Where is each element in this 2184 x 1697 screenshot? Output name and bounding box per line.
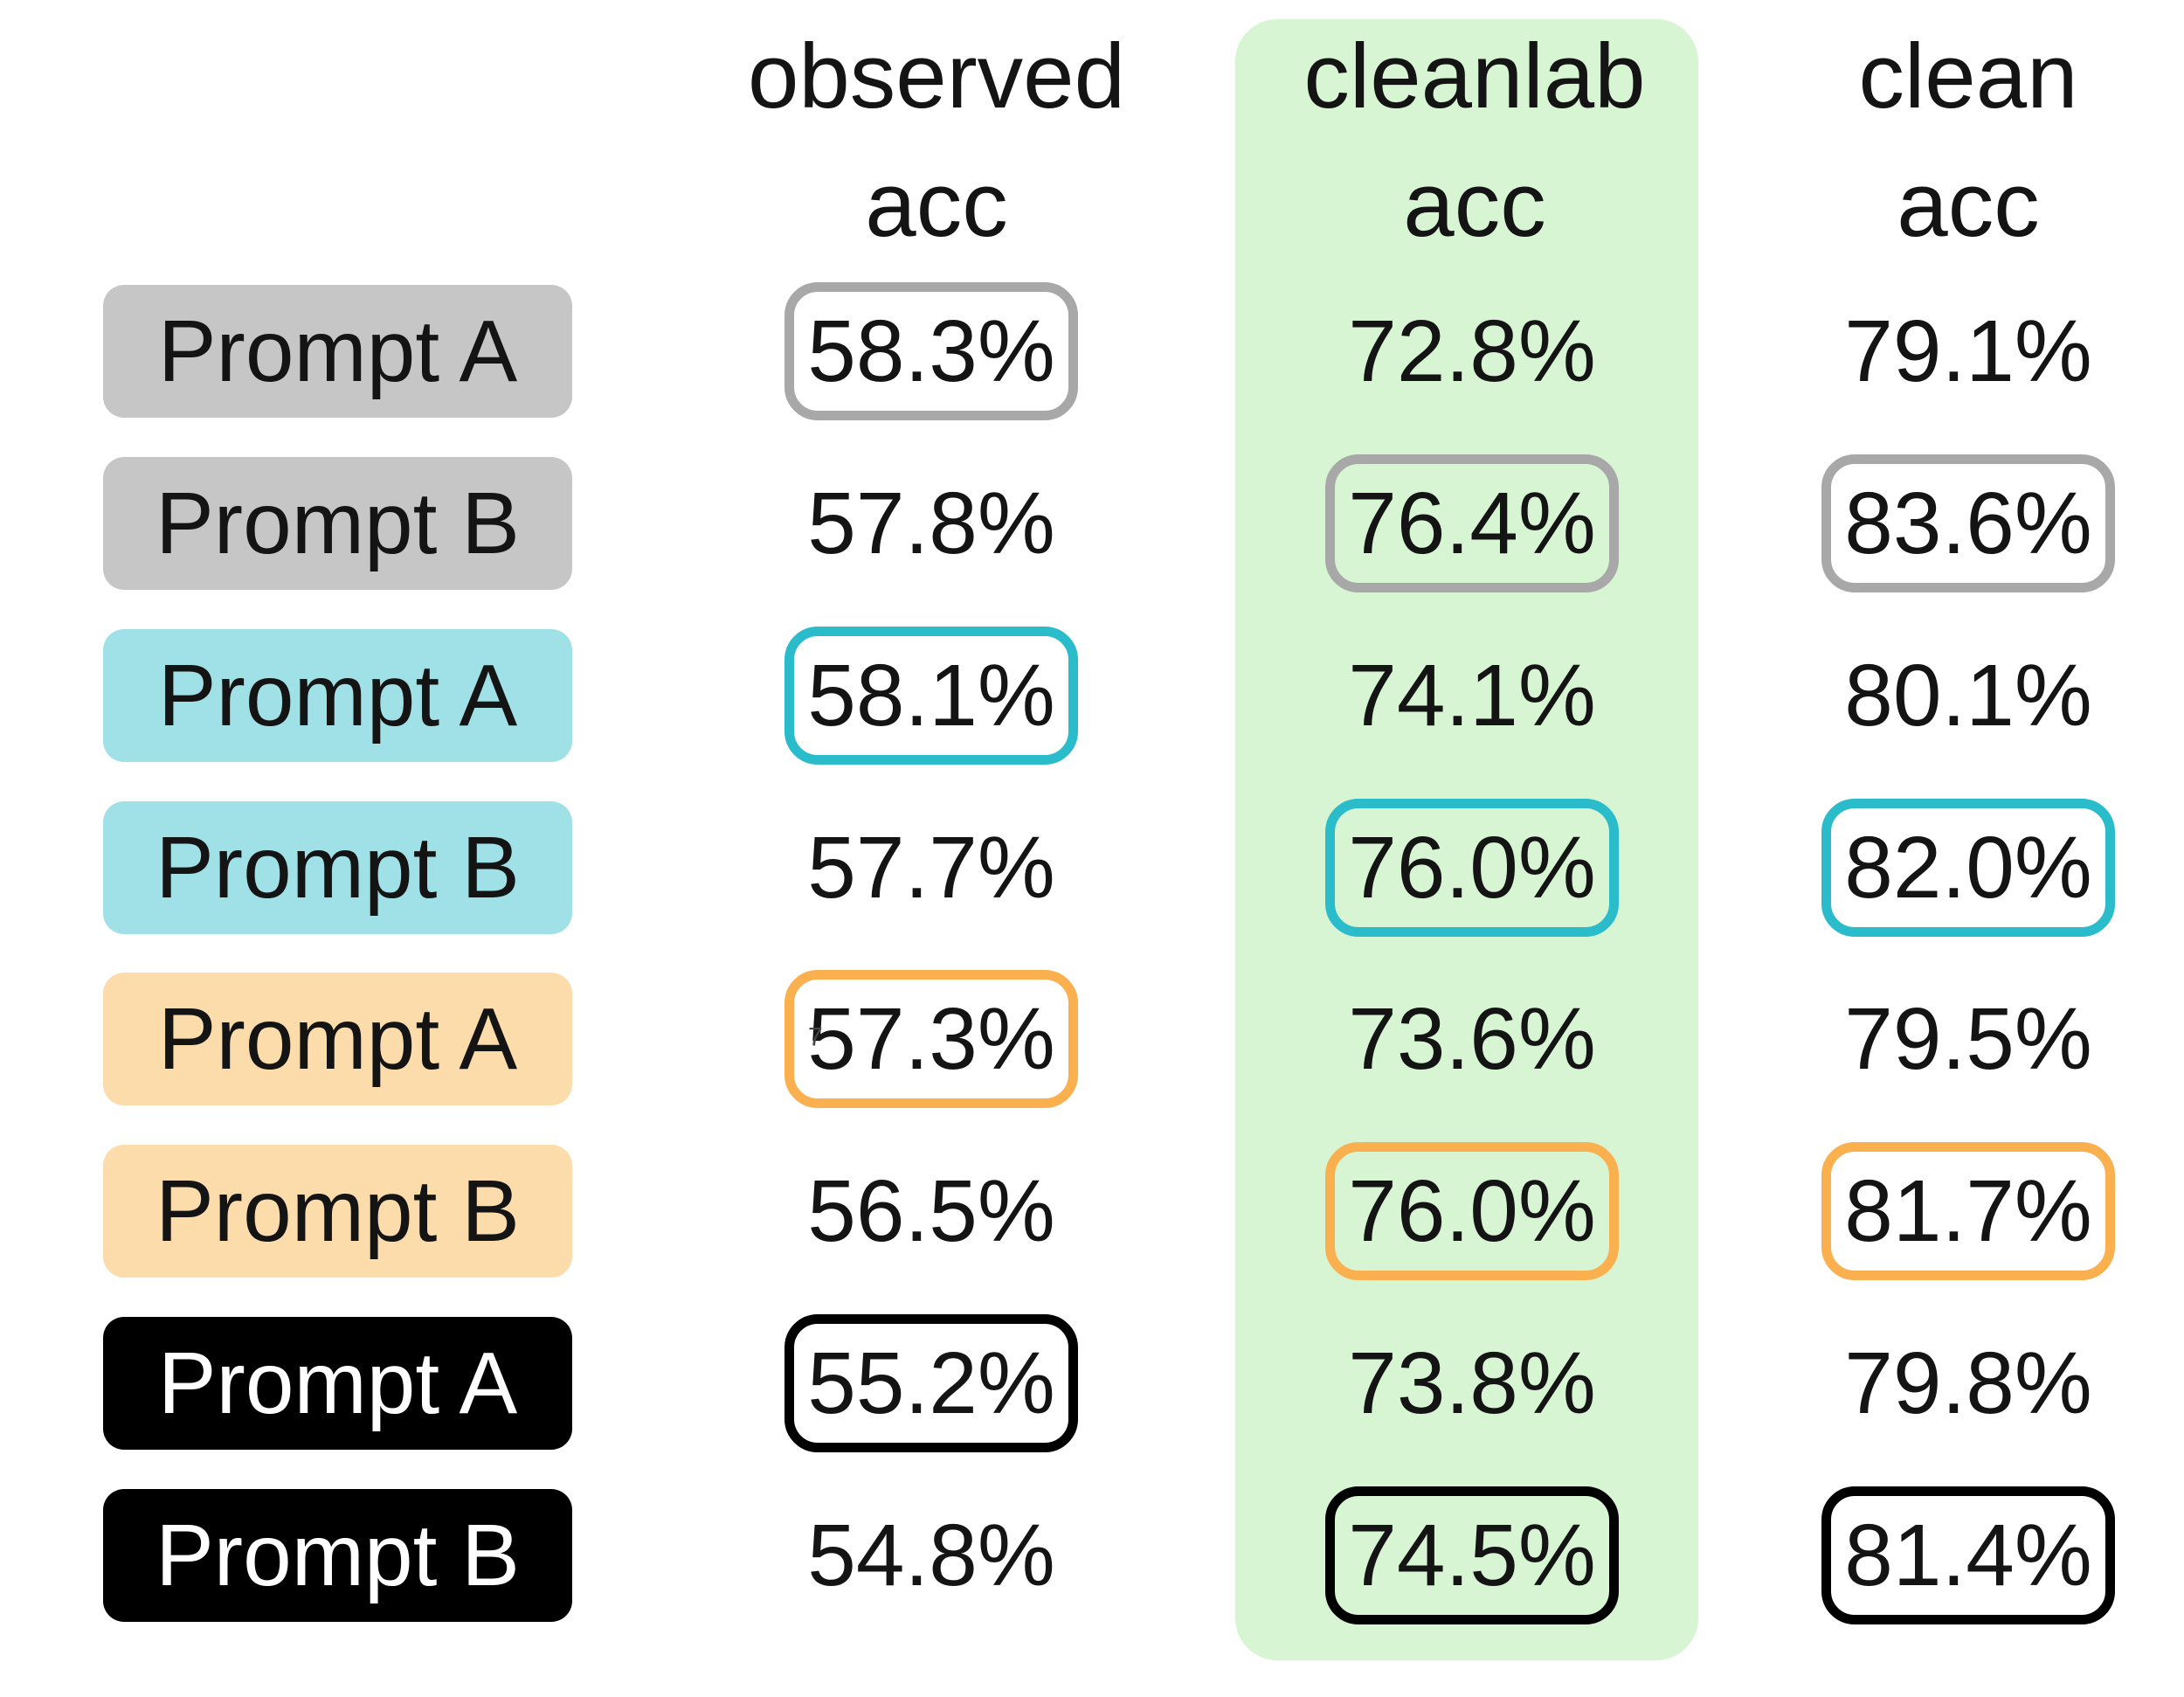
- observed-value: 58.3%: [784, 282, 1078, 420]
- observed-value-text: 56.5%: [807, 1161, 1055, 1260]
- table-row: Prompt A 58.1% 74.1% 80.1%: [0, 627, 2184, 765]
- cleanlab-value: 73.6%: [1325, 970, 1619, 1108]
- clean-value-text: 79.5%: [1844, 989, 2092, 1088]
- cleanlab-value-text: 74.1%: [1348, 646, 1596, 745]
- column-header-observed-line2: acc: [865, 154, 1008, 256]
- prompt-label: Prompt A: [103, 973, 572, 1105]
- prompt-label-text: Prompt B: [156, 1161, 520, 1260]
- observed-value: 56.5%: [784, 1142, 1078, 1280]
- clean-value-text: 79.8%: [1844, 1333, 2092, 1432]
- column-header-cleanlab-line1: cleanlab: [1303, 25, 1646, 128]
- cleanlab-value-text: 74.5%: [1348, 1506, 1596, 1604]
- cleanlab-value: 72.8%: [1325, 282, 1619, 420]
- column-header-clean-line1: clean: [1858, 25, 2078, 128]
- prompt-label: Prompt B: [103, 1145, 572, 1278]
- cleanlab-value-text: 76.0%: [1348, 1161, 1596, 1260]
- observed-value-text: 58.3%: [807, 301, 1055, 400]
- stray-mark: 7: [808, 1022, 823, 1052]
- cleanlab-value-text: 73.6%: [1348, 989, 1596, 1088]
- clean-value-text: 83.6%: [1844, 474, 2092, 572]
- prompt-label-text: Prompt B: [156, 474, 520, 572]
- prompt-label-text: Prompt B: [156, 1506, 520, 1604]
- table-row: Prompt B 57.7% 76.0% 82.0%: [0, 799, 2184, 937]
- prompt-label: Prompt A: [103, 285, 572, 418]
- clean-value-text: 81.4%: [1844, 1506, 2092, 1604]
- column-header-observed-line1: observed: [748, 25, 1125, 128]
- prompt-label: Prompt A: [103, 629, 572, 762]
- column-header-cleanlab: cleanlab acc: [1248, 12, 1702, 269]
- clean-value: 79.1%: [1821, 282, 2115, 420]
- observed-value-text: 57.8%: [807, 474, 1055, 572]
- table-row: Prompt B 54.8% 74.5% 81.4%: [0, 1486, 2184, 1624]
- table-row: Prompt A 55.2% 73.8% 79.8%: [0, 1314, 2184, 1452]
- observed-value-text: 57.3%: [807, 989, 1055, 1088]
- observed-value-text: 58.1%: [807, 646, 1055, 745]
- table-row: Prompt B 57.8% 76.4% 83.6%: [0, 454, 2184, 592]
- prompt-label-text: Prompt A: [157, 646, 518, 745]
- clean-value: 82.0%: [1821, 799, 2115, 937]
- clean-value-text: 79.1%: [1844, 301, 2092, 400]
- table-row: Prompt B 56.5% 76.0% 81.7%: [0, 1142, 2184, 1280]
- prompt-label: Prompt B: [103, 457, 572, 590]
- column-header-observed: observed acc: [709, 12, 1164, 269]
- cleanlab-value: 76.0%: [1325, 1142, 1619, 1280]
- observed-value-text: 55.2%: [807, 1333, 1055, 1432]
- clean-value: 83.6%: [1821, 454, 2115, 592]
- cleanlab-value: 74.1%: [1325, 627, 1619, 765]
- clean-value-text: 81.7%: [1844, 1161, 2092, 1260]
- prompt-label-text: Prompt A: [157, 1333, 518, 1432]
- prompt-label: Prompt B: [103, 801, 572, 934]
- observed-value: 7 57.3%: [784, 970, 1078, 1108]
- observed-value: 57.8%: [784, 454, 1078, 592]
- cleanlab-value: 74.5%: [1325, 1486, 1619, 1624]
- observed-value: 55.2%: [784, 1314, 1078, 1452]
- cleanlab-value: 76.4%: [1325, 454, 1619, 592]
- column-header-cleanlab-line2: acc: [1403, 154, 1546, 256]
- column-header-clean-line2: acc: [1897, 154, 2040, 256]
- observed-value-text: 57.7%: [807, 818, 1055, 917]
- observed-value: 58.1%: [784, 627, 1078, 765]
- prompt-label: Prompt B: [103, 1489, 572, 1622]
- cleanlab-value: 73.8%: [1325, 1314, 1619, 1452]
- table-row: Prompt A 7 57.3% 73.6% 79.5%: [0, 970, 2184, 1108]
- prompt-label-text: Prompt A: [157, 989, 518, 1088]
- observed-value: 54.8%: [784, 1486, 1078, 1624]
- table-row: Prompt A 58.3% 72.8% 79.1%: [0, 282, 2184, 420]
- clean-value: 81.4%: [1821, 1486, 2115, 1624]
- prompt-label: Prompt A: [103, 1317, 572, 1450]
- clean-value: 81.7%: [1821, 1142, 2115, 1280]
- observed-value: 57.7%: [784, 799, 1078, 937]
- clean-value-text: 80.1%: [1844, 646, 2092, 745]
- prompt-label-text: Prompt B: [156, 818, 520, 917]
- cleanlab-value-text: 76.0%: [1348, 818, 1596, 917]
- observed-value-text: 54.8%: [807, 1506, 1055, 1604]
- cleanlab-value: 76.0%: [1325, 799, 1619, 937]
- cleanlab-highlight-strip: [1235, 19, 1698, 1660]
- column-header-clean: clean acc: [1741, 12, 2184, 269]
- prompt-label-text: Prompt A: [157, 301, 518, 400]
- cleanlab-value-text: 76.4%: [1348, 474, 1596, 572]
- clean-value-text: 82.0%: [1844, 818, 2092, 917]
- clean-value: 79.8%: [1821, 1314, 2115, 1452]
- cleanlab-value-text: 72.8%: [1348, 301, 1596, 400]
- cleanlab-value-text: 73.8%: [1348, 1333, 1596, 1432]
- clean-value: 80.1%: [1821, 627, 2115, 765]
- clean-value: 79.5%: [1821, 970, 2115, 1108]
